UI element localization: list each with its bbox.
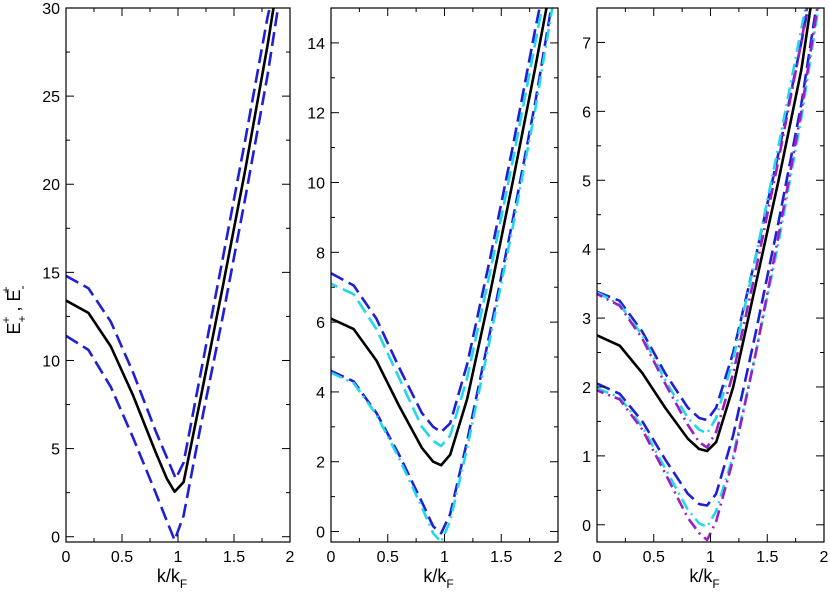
series-line-2 <box>66 8 272 480</box>
series-line-1 <box>597 8 812 453</box>
plot-frame <box>65 7 291 543</box>
series-line-1 <box>66 8 275 494</box>
x-tick-label: 1.5 <box>756 549 778 566</box>
x-tick-label: 0 <box>327 549 336 566</box>
y-tick-label: 14 <box>307 36 325 53</box>
series-line-4 <box>597 8 809 449</box>
y-tick-label: 7 <box>582 35 591 52</box>
chart-panel-middle: 0 0.5 1 1.5 2 0 2 4 6 8 10 12 14 k/kF <box>307 7 563 591</box>
y-axis-title: E++ , E-+ <box>0 285 29 334</box>
series-line-1 <box>331 8 548 467</box>
series-line-5 <box>331 8 554 542</box>
series-line-4 <box>331 8 553 535</box>
series-line-2 <box>331 8 541 434</box>
x-tick-label: 1 <box>174 549 183 566</box>
x-tick-label: 0 <box>62 549 71 566</box>
y-tick-label: 10 <box>307 176 325 193</box>
y-tick-label: 20 <box>42 177 60 194</box>
x-tick-label: 0.5 <box>377 549 399 566</box>
y-tick-label: 2 <box>316 455 325 472</box>
series-line-2 <box>597 8 810 422</box>
y-tick-label: 3 <box>582 311 591 328</box>
x-axis-title: k/kF <box>689 566 719 591</box>
x-tick-label: 1 <box>440 549 449 566</box>
y-tick-label: 15 <box>42 265 60 282</box>
y-tick-label: 5 <box>582 173 591 190</box>
series-line-5 <box>597 8 818 507</box>
x-tick-label: 2 <box>820 549 829 566</box>
y-tick-label: 25 <box>42 89 60 106</box>
x-tick-label: 0.5 <box>111 549 133 566</box>
y-tick-label: 4 <box>582 242 591 259</box>
y-tick-label: 2 <box>582 380 591 397</box>
x-tick-label: 2 <box>286 549 295 566</box>
y-tick-label: 5 <box>51 442 60 459</box>
x-axis-title: k/kF <box>157 566 187 591</box>
y-tick-label: 30 <box>42 1 60 18</box>
y-tick-label: 6 <box>582 104 591 121</box>
y-tick-label: 4 <box>316 385 325 402</box>
y-tick-label: 0 <box>51 530 60 547</box>
x-tick-label: 1.5 <box>223 549 245 566</box>
x-tick-label: 0.5 <box>643 549 665 566</box>
series-line-7 <box>597 8 819 542</box>
svg-text:E++ , E-+: E++ , E-+ <box>0 285 29 334</box>
x-tick-label: 1 <box>706 549 715 566</box>
x-tick-label: 0 <box>593 549 602 566</box>
y-tick-label: 10 <box>42 353 60 370</box>
y-tick-label: 0 <box>582 518 591 535</box>
y-tick-label: 8 <box>316 245 325 262</box>
x-tick-label: 1.5 <box>490 549 512 566</box>
y-tick-label: 12 <box>307 106 325 123</box>
y-tick-label: 1 <box>582 449 591 466</box>
series-line-3 <box>597 8 807 435</box>
chart-panel-right: 0 0.5 1 1.5 2 0 1 2 3 4 5 6 7 k/kF <box>582 7 829 591</box>
y-tick-label: 0 <box>316 525 325 542</box>
y-tick-label: 6 <box>316 315 325 332</box>
series-line-3 <box>331 8 544 448</box>
x-tick-label: 2 <box>554 549 563 566</box>
series-line-3 <box>66 8 280 542</box>
x-axis-title: k/kF <box>423 566 453 591</box>
